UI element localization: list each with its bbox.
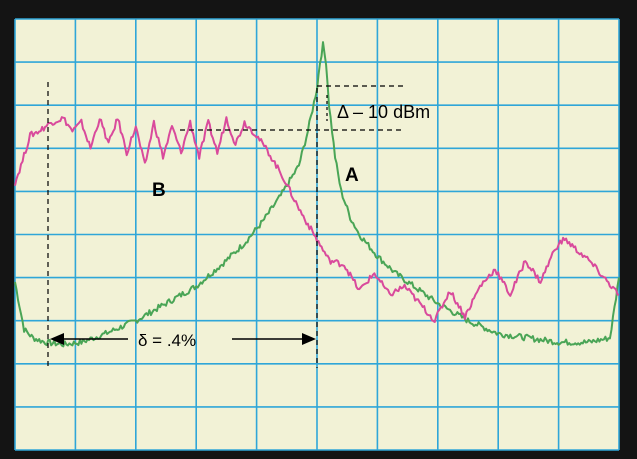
trace-b-label: B — [152, 180, 166, 201]
trace-a-label: A — [345, 165, 359, 186]
annotations — [47, 82, 405, 368]
arrowhead-left — [50, 333, 64, 345]
delta-label: Δ – 10 dBm — [337, 102, 430, 122]
labels: A B Δ – 10 dBm δ = .4% — [138, 102, 430, 350]
arrowhead-right — [302, 333, 316, 345]
percent-label: δ = .4% — [138, 331, 196, 350]
